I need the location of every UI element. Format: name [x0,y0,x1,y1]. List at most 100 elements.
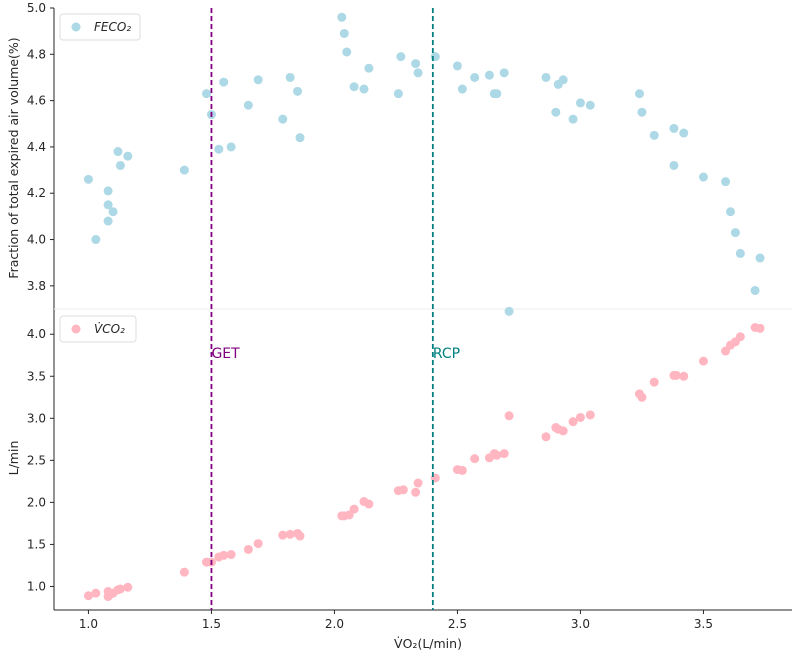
top-data-point [123,151,133,161]
bottom-data-point [499,449,509,459]
top-data-point [349,82,359,92]
top-data-point [339,28,349,38]
bottom-data-point [541,432,551,442]
x-tick-label: 2.5 [448,617,467,631]
bottom-y-tick-label: 3.5 [27,369,46,383]
top-data-point [669,123,679,133]
top-data-point [568,114,578,124]
bottom-data-point [492,450,502,460]
top-legend: FECO₂ [59,13,141,41]
top-data-point [452,61,462,71]
top-data-point [679,128,689,138]
top-data-point [575,98,585,108]
bottom-data-point [698,356,708,366]
top-data-point [278,114,288,124]
top-legend-label: FECO₂ [94,20,131,34]
bottom-legend-label: V̇CO₂ [94,322,125,336]
top-data-point [393,89,403,99]
bottom-data-point [295,531,305,541]
top-data-point [396,52,406,62]
top-data-point [115,160,125,170]
bottom-y-tick-label: 1.0 [27,579,46,593]
top-y-tick-label: 4.6 [27,94,46,108]
top-y-tick-label: 4.8 [27,47,46,61]
bottom-y-tick-label: 2.5 [27,453,46,467]
bottom-data-point [735,332,745,342]
bottom-legend-box [59,315,137,343]
x-tick-label: 2.0 [325,617,344,631]
x-tick-label: 3.0 [571,617,590,631]
bottom-data-point [568,417,578,427]
x-ticks: 1.0 1.5 2.0 2.5 3.0 3.5 [79,610,713,631]
top-data-point [214,144,224,154]
top-data-point [669,160,679,170]
bottom-data-point [721,346,731,356]
bottom-data-point [649,377,659,387]
top-data-point [492,89,502,99]
top-data-point [551,107,561,117]
top-y-ticks: 3.8 4.0 4.2 4.4 4.6 4.8 5.0 [27,1,54,293]
bottom-data-point [585,410,595,420]
bottom-y-tick-label: 1.5 [27,537,46,551]
bottom-data-point [243,544,253,554]
top-legend-marker [71,22,81,32]
top-y-tick-label: 4.2 [27,186,46,200]
bottom-data-point [457,465,467,475]
top-data-point [634,89,644,99]
top-y-tick-label: 4.4 [27,140,46,154]
top-data-point [558,75,568,85]
top-data-point [219,77,229,87]
bottom-data-point [226,550,236,560]
top-data-point [226,142,236,152]
top-data-point [637,107,647,117]
bottom-data-point [558,426,568,436]
threshold-lines: GET RCP [210,8,460,610]
top-data-point [293,86,303,96]
bottom-data-point [679,371,689,381]
top-data-point [103,200,113,210]
top-data-point [359,84,369,94]
top-data-point [541,72,551,82]
bottom-data-point [413,478,423,488]
bottom-data-point [755,323,765,333]
x-tick-label: 1.5 [202,617,221,631]
top-y-tick-label: 5.0 [27,1,46,15]
bottom-data-point [364,499,374,509]
bottom-data-point [83,591,93,601]
rcp-label: RCP [433,346,460,362]
top-data-point [755,253,765,263]
top-data-point [285,72,295,82]
top-data-point [726,207,735,217]
top-data-point [108,207,118,217]
top-data-point [457,84,467,94]
top-data-point [504,306,514,316]
top-data-point [202,89,212,99]
bottom-y-tick-label: 3.0 [27,411,46,425]
top-data-point [342,47,352,57]
bottom-y-axis-label: L/min [6,441,21,476]
top-data-point [103,186,113,196]
bottom-data-point [219,550,229,560]
feco2-points [83,12,765,316]
top-y-tick-label: 3.8 [27,279,46,293]
top-data-point [243,100,253,110]
bottom-y-tick-label: 2.0 [27,495,46,509]
top-data-point [484,70,494,80]
top-data-point [730,228,740,238]
top-data-point [91,235,101,245]
bottom-data-point [123,582,133,592]
top-data-point [295,133,305,143]
bottom-data-point [671,370,681,380]
x-axis-label: V̇O₂(L/min) [394,636,462,651]
top-y-axis-label: Fraction of total expired air volume(%) [6,37,21,278]
bottom-y-tick-label: 4.0 [27,327,46,341]
top-data-point [103,216,113,226]
bottom-data-point [349,504,359,514]
top-data-point [83,174,93,184]
bottom-data-point [344,510,354,520]
get-label: GET [211,346,240,362]
bottom-data-point [470,454,480,464]
top-data-point [698,172,708,182]
bottom-data-point [115,584,125,594]
bottom-data-point [285,529,295,539]
